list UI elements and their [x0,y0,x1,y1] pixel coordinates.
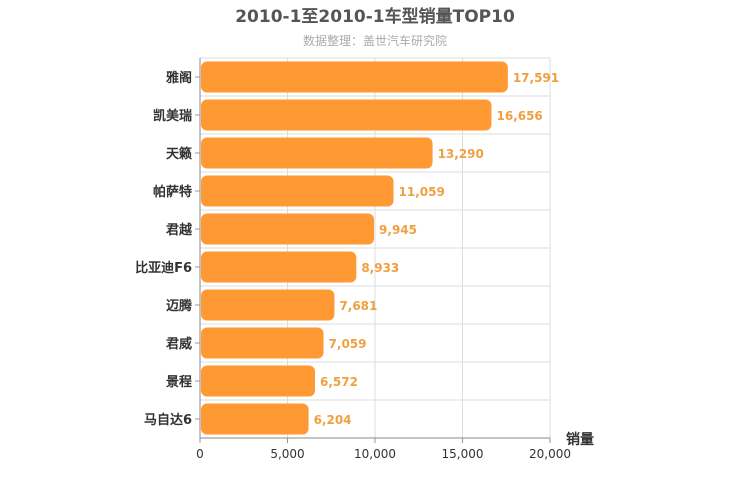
bar [201,175,394,207]
category-label: 君威 [166,336,192,352]
axes: 0 5,000 10,000 15,000 20,000 雅阁凯美瑞天籁帕萨特君越比亚迪F… [135,58,571,461]
category-label: 迈腾 [166,298,193,314]
chart-subtitle: 数据整理：盖世汽车研究院 [303,33,447,48]
bar [201,289,335,321]
category-label: 马自达6 [144,412,192,428]
value-label: 11,059 [399,185,445,199]
value-label: 13,290 [438,147,484,161]
value-label: 9,945 [379,223,417,237]
bar [201,403,309,435]
bar [201,327,324,359]
category-label: 凯美瑞 [153,108,192,124]
value-label: 8,933 [361,261,399,275]
x-tick-label: 20,000 [529,447,571,461]
bar [201,137,433,169]
x-tick-label: 0 [196,447,204,461]
category-label: 雅阁 [166,70,192,86]
value-label: 17,591 [513,71,559,85]
value-label: 16,656 [496,109,542,123]
chart-title: 2010-1至2010-1车型销量TOP10 [235,6,515,27]
category-label: 君越 [166,222,193,238]
bar [201,61,508,93]
category-label: 帕萨特 [153,184,192,200]
x-tick-label: 5,000 [270,447,304,461]
value-label: 6,204 [314,413,352,427]
x-axis-title: 销量 [566,431,594,448]
gridlines [200,57,551,439]
value-label: 7,059 [329,337,367,351]
value-label: 7,681 [339,299,377,313]
bar [201,251,357,283]
bars: 17,591 16,656 13,290 11,059 9,945 8,933 7,681 7… [201,61,559,435]
value-label: 6,572 [320,375,358,389]
x-tick-label: 15,000 [442,447,484,461]
bar [201,365,316,397]
category-label: 景程 [166,375,192,390]
category-label: 比亚迪F6 [135,260,192,276]
x-tick-label: 10,000 [354,447,396,461]
category-label: 天籁 [166,146,192,162]
bar [201,213,375,245]
bar [201,99,492,131]
